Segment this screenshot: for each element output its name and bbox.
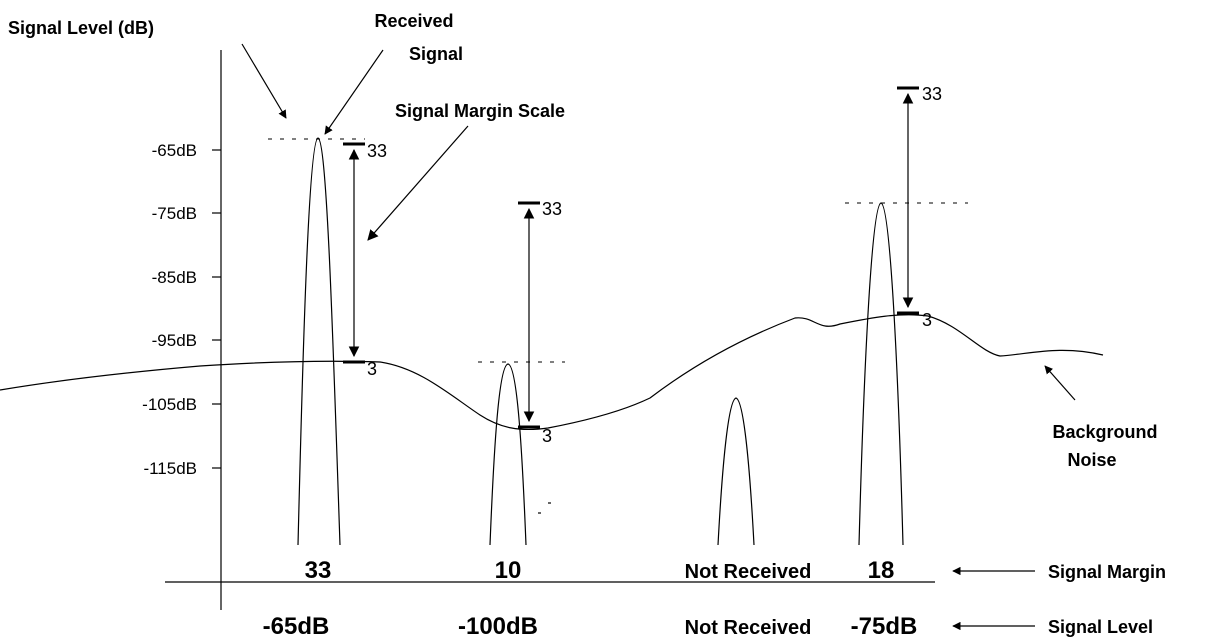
received-signal-pointer-arrow — [324, 49, 384, 135]
y-tick-label: -75dB — [152, 204, 197, 223]
level-value-2: -100dB — [458, 613, 538, 639]
scale-3-bottom-value: 3 — [922, 310, 932, 330]
signal-margin-scale-label: Signal Margin Scale — [395, 101, 565, 121]
background-noise-curve — [0, 314, 1104, 431]
background-noise-label-1: Background — [1052, 422, 1157, 442]
margin-value-4: 18 — [868, 557, 895, 584]
level-value-3: Not Received — [685, 617, 812, 639]
level-value-1: -65dB — [263, 613, 330, 639]
chart-title: Signal Level (dB) — [8, 18, 154, 38]
y-tick-label: -115dB — [143, 459, 197, 478]
signal-peak-1 — [297, 137, 341, 546]
margin-value-2: 10 — [495, 557, 522, 584]
scale-2-top-value: 33 — [542, 199, 562, 219]
title-pointer-arrow — [241, 43, 287, 119]
signal-peak-2 — [489, 363, 527, 546]
noise-pointer-arrow — [1044, 365, 1076, 401]
y-tick-label: -105dB — [142, 395, 197, 414]
y-tick-label: -65dB — [152, 141, 197, 160]
received-signal-label-2: Signal — [409, 44, 463, 64]
background-noise-label-2: Noise — [1067, 450, 1116, 470]
y-tick-label: -95dB — [152, 331, 197, 350]
level-value-4: -75dB — [851, 613, 918, 639]
signal-level-row-label: Signal Level — [1048, 617, 1153, 637]
signal-margin-row-label: Signal Margin — [1048, 562, 1166, 582]
signal-peak-4 — [858, 202, 904, 546]
scale-2-bottom-value: 3 — [542, 426, 552, 446]
scale-1-top-value: 33 — [367, 141, 387, 161]
margin-value-3: Not Received — [685, 561, 812, 583]
scale-pointer-arrow — [367, 125, 469, 241]
received-signal-label-1: Received — [374, 11, 453, 31]
scale-3-top-value: 33 — [922, 84, 942, 104]
margin-value-1: 33 — [305, 557, 332, 584]
signal-peak-3 — [717, 397, 755, 546]
scale-1-bottom-value: 3 — [367, 359, 377, 379]
y-tick-label: -85dB — [152, 268, 197, 287]
